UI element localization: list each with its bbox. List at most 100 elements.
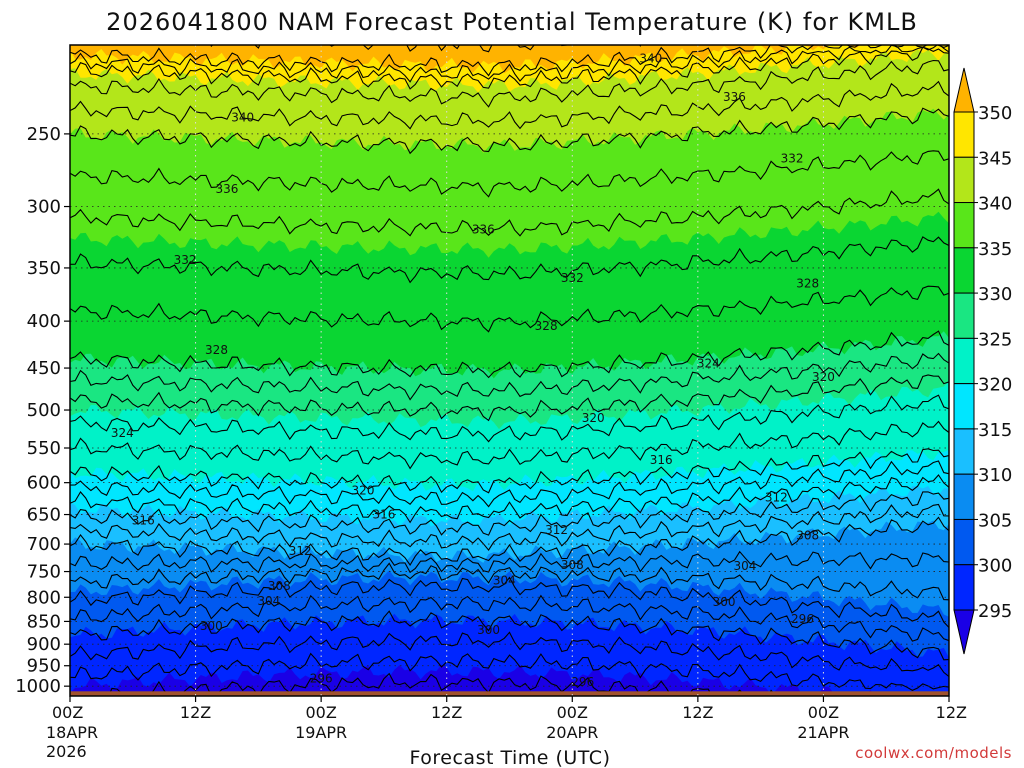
- y-tick-label: 550: [27, 438, 61, 459]
- contour-label: 336: [216, 182, 239, 196]
- contour-label: 300: [713, 595, 736, 609]
- y-tick-label: 450: [27, 358, 61, 379]
- contour-label: 332: [561, 271, 584, 285]
- contour-310: [70, 516, 949, 567]
- y-tick-label: 650: [27, 505, 61, 526]
- colorbar-label: 350: [978, 103, 1012, 124]
- colorbar: 350 345 340 335 330 325 320 315 310 305 300 295: [953, 67, 1012, 655]
- contour-304: [70, 576, 949, 628]
- x-tick-label: 12Z: [180, 703, 211, 722]
- contour-label: 340: [639, 52, 662, 66]
- x-date-label: 20APR: [546, 723, 598, 742]
- contour-label: 308: [268, 579, 291, 593]
- contour-label: 304: [733, 559, 756, 573]
- contour-318: [70, 460, 949, 508]
- contour-label: 312: [545, 523, 568, 537]
- contour-300: [70, 610, 949, 661]
- colorbar-bottom-arrow: [953, 609, 975, 655]
- contour-348: [70, 45, 949, 83]
- contour-label: 316: [372, 508, 395, 522]
- colorbar-box: [953, 202, 975, 249]
- x-tick-label: 00Z: [305, 703, 336, 722]
- pressure-axis: 2503003504004505005506006507007508008509…: [15, 124, 70, 697]
- plot-frame: [69, 44, 950, 697]
- contour-label: 340: [231, 111, 254, 125]
- contour-342: [70, 80, 949, 130]
- contour-label: 332: [781, 152, 804, 166]
- y-tick-label: 700: [27, 534, 61, 555]
- contour-340: [70, 107, 949, 155]
- colorbar-label: 305: [978, 510, 1012, 531]
- colorbar-label: 310: [978, 465, 1012, 486]
- credit-text: coolwx.com/models: [855, 744, 1012, 762]
- contour-314: [70, 491, 949, 536]
- y-tick-label: 350: [27, 258, 61, 279]
- contour-label: 328: [535, 319, 558, 333]
- contour-332: [70, 285, 949, 333]
- colorbar-label: 340: [978, 194, 1012, 215]
- shading-band-350: [70, 45, 949, 74]
- contour-label: 328: [205, 343, 228, 357]
- colorbar-label: 295: [978, 601, 1012, 622]
- contour-label: 328: [796, 277, 819, 291]
- y-tick-label: 750: [27, 562, 61, 583]
- contour-label: 304: [257, 594, 280, 608]
- colorbar-label: 325: [978, 329, 1012, 350]
- colorbar-label: 345: [978, 148, 1012, 169]
- colorbar-label: 315: [978, 420, 1012, 441]
- contour-label: 336: [723, 90, 746, 104]
- contour-label: 296: [310, 672, 333, 686]
- colorbar-box: [953, 518, 975, 566]
- contour-344: [70, 59, 949, 108]
- x-tick-label: 12Z: [682, 703, 713, 722]
- y-tick-label: 600: [27, 473, 61, 494]
- contour-label: 324: [697, 357, 720, 371]
- contour-322: [70, 420, 949, 470]
- colorbar-label: 335: [978, 239, 1012, 260]
- x-axis-label: Forecast Time (UTC): [410, 747, 611, 768]
- contour-324: [70, 394, 949, 443]
- contour-label: 312: [289, 544, 312, 558]
- contour-308: [70, 550, 949, 574]
- contour-label: 324: [111, 426, 134, 440]
- grid-lines: [70, 45, 949, 696]
- x-year-label: 2026: [46, 742, 87, 761]
- colorbar-box: [953, 292, 975, 339]
- y-tick-label: 1000: [15, 676, 61, 697]
- x-date-label: 18APR: [46, 723, 98, 742]
- contour-label: 308: [561, 558, 584, 572]
- x-tick-label: 12Z: [936, 703, 967, 722]
- contour-338: [70, 150, 949, 198]
- contour-326: [70, 374, 949, 422]
- contour-label: 316: [132, 514, 155, 528]
- contour-330: [70, 330, 949, 379]
- contour-label: 316: [650, 453, 673, 467]
- shading-bands: [70, 45, 949, 696]
- x-date-label: 21APR: [797, 723, 849, 742]
- contour-label: 312: [765, 491, 788, 505]
- contour-334: [70, 236, 949, 284]
- plot-area: 340 340 336 336 336 332 332 332 328 328 328 324 324 3…: [70, 45, 949, 696]
- x-date-label: 19APR: [295, 723, 347, 742]
- contour-label: 336: [472, 223, 495, 237]
- contour-316: [70, 474, 949, 524]
- contour-328: [70, 352, 949, 401]
- y-tick-label: 950: [27, 656, 61, 677]
- y-tick-label: 900: [27, 634, 61, 655]
- colorbar-label: 300: [978, 556, 1012, 577]
- contour-label: 308: [796, 528, 819, 542]
- chart-title: 2026041800 NAM Forecast Potential Temper…: [106, 8, 918, 36]
- contour-label: 296: [571, 675, 594, 689]
- contour-label: 320: [582, 411, 605, 425]
- colorbar-box: [953, 564, 975, 611]
- contour-label: 332: [174, 253, 197, 267]
- colorbar-top-arrow: [953, 67, 975, 113]
- y-tick-label: 800: [27, 587, 61, 608]
- colorbar-box: [953, 156, 975, 204]
- y-tick-label: 250: [27, 124, 61, 145]
- colorbar-box: [953, 473, 975, 520]
- colorbar-box: [953, 247, 975, 294]
- contour-label: 300: [200, 619, 223, 633]
- contour-298: [70, 631, 949, 678]
